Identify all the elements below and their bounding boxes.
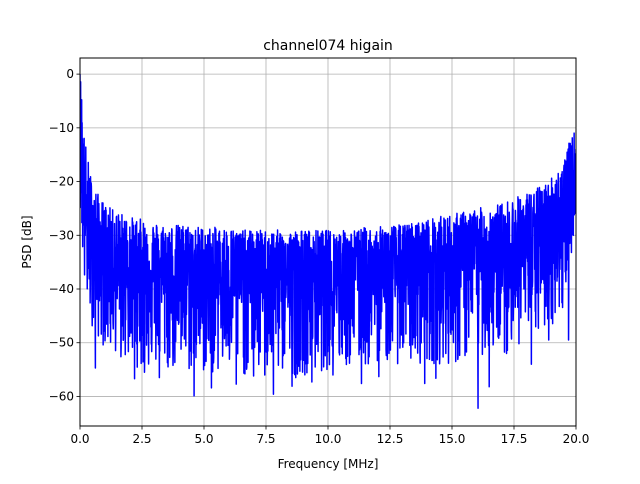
y-tick-label: −60 <box>49 389 74 403</box>
x-tick-label: 20.0 <box>563 432 590 446</box>
x-tick-label: 12.5 <box>377 432 404 446</box>
x-tick-label: 15.0 <box>439 432 466 446</box>
x-tick-label: 5.0 <box>194 432 213 446</box>
x-tick-label: 17.5 <box>501 432 528 446</box>
chart-title: channel074 higain <box>263 38 393 54</box>
x-tick-label: 10.0 <box>315 432 342 446</box>
y-tick-label: −30 <box>49 228 74 242</box>
x-tick-label: 2.5 <box>132 432 151 446</box>
tick-layer: 0.0 2.5 5.0 7.5 10.0 12.5 15.0 17.5 20.0 0 −10 −20 −… <box>49 67 590 446</box>
y-tick-label: −50 <box>49 336 74 350</box>
x-axis-label: Frequency [MHz] <box>278 457 379 471</box>
psd-series-line <box>80 74 576 410</box>
y-tick-label: 0 <box>66 67 74 81</box>
plot-layer <box>80 74 576 410</box>
y-tick-label: −20 <box>49 175 74 189</box>
x-tick-label: 7.5 <box>256 432 275 446</box>
y-tick-label: −10 <box>49 121 74 135</box>
y-axis-label: PSD [dB] <box>20 215 34 268</box>
x-tick-label: 0.0 <box>70 432 89 446</box>
y-tick-label: −40 <box>49 282 74 296</box>
